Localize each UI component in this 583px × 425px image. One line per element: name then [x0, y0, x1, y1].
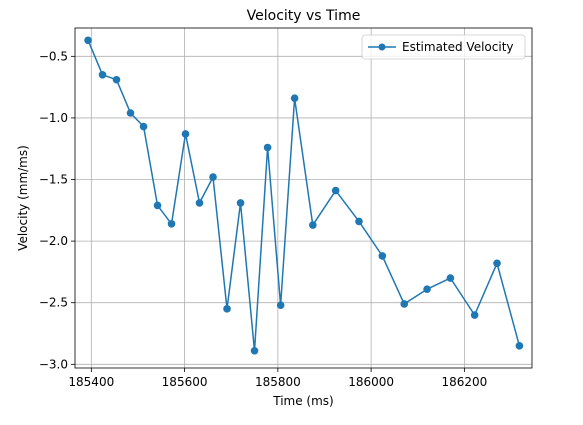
data-point	[400, 300, 409, 308]
data-point	[423, 285, 431, 293]
data-point	[290, 94, 299, 103]
x-tick-label: 186200	[441, 375, 487, 389]
chart-title: Velocity vs Time	[247, 8, 361, 24]
data-point	[493, 259, 501, 268]
data-point	[470, 311, 479, 319]
data-point	[276, 301, 285, 309]
series-layer	[84, 36, 524, 355]
legend-label: Estimated Velocity	[402, 40, 514, 54]
legend-marker-swatch	[378, 43, 386, 51]
data-point	[236, 199, 245, 207]
data-point	[223, 305, 231, 313]
ticks: 185400 185600 185800 186000 186200 −3.0 −2.5 −2…	[39, 49, 487, 389]
x-tick-label: 185600	[162, 375, 208, 389]
data-point	[309, 221, 317, 229]
data-point	[139, 122, 148, 131]
data-point	[112, 75, 121, 84]
data-point	[331, 186, 340, 195]
data-point	[195, 199, 204, 207]
data-point	[98, 71, 107, 79]
y-tick-label: −1.0	[39, 111, 68, 125]
series-line	[87, 40, 521, 352]
data-point	[515, 342, 524, 350]
y-tick-label: −3.0	[39, 357, 68, 371]
legend-box	[361, 34, 526, 60]
data-point	[167, 220, 176, 228]
data-point	[181, 130, 190, 138]
x-axis-label: Time (ms)	[272, 394, 334, 408]
y-tick-label: −1.5	[39, 173, 68, 187]
y-tick-label: −2.0	[39, 234, 68, 248]
legend: Estimated Velocity	[361, 34, 526, 60]
data-point	[153, 201, 162, 210]
data-point	[355, 217, 363, 226]
plot-frame	[74, 27, 533, 369]
y-axis-label: Velocity (mm/ms)	[16, 145, 30, 251]
data-point	[250, 346, 259, 355]
x-tick-label: 186000	[348, 375, 394, 389]
y-tick-label: −2.5	[39, 296, 68, 310]
data-point	[84, 36, 92, 45]
y-tick-label: −0.5	[39, 49, 68, 63]
data-point	[446, 274, 455, 282]
data-point	[209, 173, 217, 181]
x-tick-label: 185400	[68, 375, 114, 389]
data-point	[378, 252, 387, 260]
data-point	[263, 143, 272, 152]
grid	[75, 28, 532, 368]
x-tick-label: 185800	[255, 375, 301, 389]
data-point	[126, 109, 135, 117]
